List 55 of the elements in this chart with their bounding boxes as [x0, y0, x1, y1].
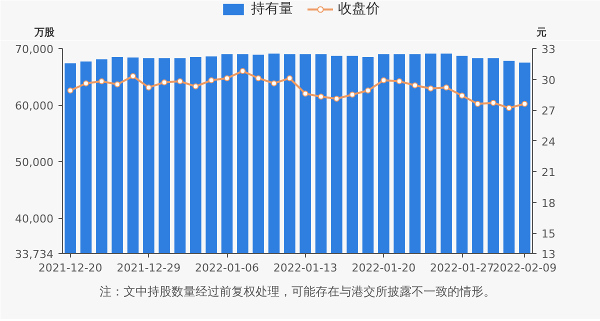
- point: [522, 100, 528, 107]
- y2-tick-label: 30: [542, 74, 556, 87]
- y2-tick-label: 13: [542, 248, 556, 261]
- y-tick-label: 50,000: [15, 156, 54, 170]
- point: [412, 82, 418, 88]
- y-tick-label: 70,000: [15, 43, 54, 56]
- x-tick-label: 2022-01-27: [430, 262, 494, 274]
- point: [83, 80, 89, 86]
- x-tick-label: 2022-02-09: [492, 262, 557, 274]
- y2-axis-title: 元: [536, 26, 546, 38]
- y-tick-label: 40,000: [15, 212, 54, 226]
- y-tick-label: 33,734: [15, 248, 54, 261]
- point: [130, 73, 136, 80]
- point: [365, 88, 371, 94]
- point: [224, 75, 230, 82]
- point: [380, 77, 387, 84]
- point: [318, 94, 324, 100]
- point: [161, 79, 168, 86]
- point: [334, 96, 340, 102]
- point: [302, 90, 308, 97]
- x-tick-label: 2022-01-13: [273, 262, 338, 274]
- x-tick-label: 2021-12-29: [116, 262, 181, 274]
- x-tick-label: 2021-12-20: [38, 262, 102, 274]
- point: [192, 83, 199, 90]
- point: [349, 92, 356, 98]
- point: [428, 85, 434, 92]
- legend-label: 收盘价: [338, 0, 380, 18]
- y2-tick-label: 27: [542, 104, 556, 118]
- point: [146, 84, 152, 90]
- point: [255, 75, 262, 82]
- point: [114, 81, 120, 88]
- point: [396, 78, 402, 84]
- x-tick-label: 2022-01-20: [352, 262, 416, 274]
- point: [286, 75, 293, 82]
- point: [208, 77, 214, 84]
- y-axis-title: 万股: [34, 26, 56, 38]
- y2-tick-label: 24: [542, 135, 556, 148]
- y2-tick-label: 21: [542, 166, 556, 179]
- x-tick-label: 2022-01-06: [195, 262, 259, 274]
- point: [490, 100, 496, 106]
- y2-tick-label: 33: [542, 43, 556, 56]
- point: [506, 104, 512, 111]
- point: [459, 92, 465, 99]
- y2-tick-label: 15: [542, 228, 556, 240]
- point: [474, 100, 481, 107]
- y2-tick-label: 18: [542, 196, 556, 210]
- text: 注：文中持股数量经过前复权处理，可能存在与港交所披露不一致的情形。: [100, 284, 496, 298]
- point: [98, 78, 105, 84]
- point: [443, 84, 450, 90]
- point: [177, 78, 183, 84]
- legend-label: 持有量: [251, 0, 293, 18]
- point: [67, 88, 74, 94]
- point: [240, 68, 246, 74]
- point: [271, 80, 277, 86]
- y-tick-label: 60,000: [15, 100, 54, 113]
